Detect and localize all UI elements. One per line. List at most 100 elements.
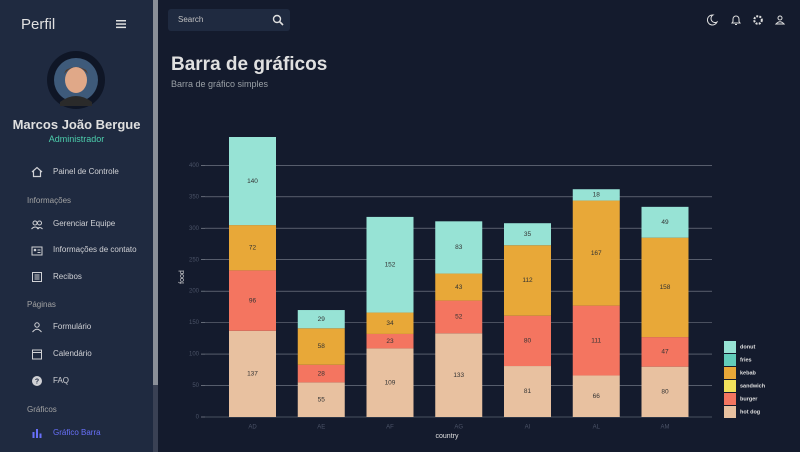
topbar-icons (706, 14, 786, 26)
avatar (47, 51, 105, 109)
page-title: Barra de gráficos (171, 54, 328, 75)
x-tick-label: AM (661, 425, 670, 431)
notifications-icon[interactable] (731, 15, 741, 25)
bar-value-label: 52 (455, 314, 463, 321)
bar-segment (435, 333, 483, 417)
nav-item-active[interactable]: Gráfico Barra (53, 428, 101, 437)
bar-value-label: 55 (318, 396, 326, 403)
bar-value-label: 80 (524, 338, 532, 345)
bar-value-label: 109 (385, 379, 396, 386)
bar-value-label: 43 (455, 284, 463, 291)
y-tick-label: 350 (189, 194, 200, 200)
nav-item[interactable]: Informações de contato (53, 245, 137, 254)
bar-segment (572, 200, 620, 306)
bar-value-label: 34 (386, 320, 394, 327)
bar-segment (435, 300, 483, 334)
bar-value-label: 18 (593, 192, 601, 199)
page-subtitle: Barra de gráfico simples (171, 79, 269, 89)
bar-segment (366, 216, 414, 313)
legend-swatch (724, 354, 736, 366)
user-role: Administrador (48, 134, 105, 144)
bar-segment (229, 137, 276, 226)
bar-value-label: 83 (455, 244, 463, 251)
y-axis-label: food (179, 270, 186, 284)
y-tick-label: 150 (189, 320, 200, 326)
y-tick-label: 250 (189, 257, 200, 263)
search-box[interactable]: Search (168, 9, 290, 31)
theme-icon[interactable] (706, 14, 719, 26)
x-tick-label: AF (386, 425, 394, 431)
chart: country food 0 50 100 150 200 250 300 350 400 AD 1… (179, 137, 766, 440)
bar-value-label: 35 (524, 231, 532, 238)
brand: Perfil (21, 16, 56, 33)
nav-section: Informações (27, 196, 72, 205)
bar-segment (504, 315, 551, 367)
x-tick-label: AG (454, 425, 463, 431)
bar-value-label: 58 (318, 343, 326, 350)
y-tick-label: 200 (189, 289, 200, 295)
y-tick-label: 300 (189, 226, 200, 232)
nav-item[interactable]: Gerenciar Equipe (53, 219, 116, 228)
contacts-icon (31, 246, 43, 256)
nav-section: Gráficos (27, 405, 57, 414)
x-tick-label: AI (525, 425, 531, 431)
x-axis-label: country (436, 433, 459, 440)
bar-segment (435, 221, 483, 274)
search-icon[interactable] (272, 14, 284, 26)
x-tick-label: AD (248, 425, 257, 431)
x-tick-label: AE (317, 425, 325, 431)
legend-label: burger (740, 396, 758, 402)
bar-value-label: 81 (524, 388, 532, 395)
y-tick-label: 100 (189, 352, 200, 358)
bar-segment (297, 310, 345, 329)
nav-item[interactable]: Calendário (53, 349, 92, 358)
bar-segment (504, 366, 551, 417)
x-tick-label: AL (593, 425, 601, 431)
scrollbar-thumb[interactable] (153, 0, 158, 385)
bar-value-label: 72 (249, 244, 257, 251)
home-icon (31, 166, 43, 178)
calendar-icon (32, 349, 42, 360)
nav-item[interactable]: Recibos (53, 272, 82, 281)
bar-segment (297, 328, 345, 365)
bar-segment (366, 312, 414, 334)
legend-label: donut (740, 344, 755, 350)
nav-item[interactable]: Painel de Controle (53, 167, 119, 176)
bar-segment (366, 348, 414, 417)
bar-chart-icon (32, 429, 42, 438)
bar-segment (572, 305, 620, 376)
bar-value-label: 29 (318, 316, 326, 323)
y-tick-label: 400 (189, 163, 200, 169)
nav-item[interactable]: FAQ (53, 376, 70, 385)
menu-icon[interactable] (115, 19, 127, 29)
bar-value-label: 158 (660, 284, 671, 291)
bar-segment (641, 366, 689, 417)
legend-label: kebab (740, 370, 757, 376)
legend-label: fries (740, 357, 752, 363)
settings-icon[interactable] (753, 15, 763, 25)
bar-segment (641, 206, 689, 238)
bar-value-label: 96 (249, 297, 257, 304)
bar-value-label: 137 (247, 371, 258, 378)
bar-value-label: 133 (453, 372, 464, 379)
bar-segment (297, 364, 345, 383)
profile-icon[interactable] (774, 15, 786, 25)
bar-value-label: 49 (661, 219, 669, 226)
bar-value-label: 111 (591, 337, 601, 344)
bar-segment (297, 382, 345, 417)
user-name: Marcos João Bergue (12, 117, 141, 132)
bar-segment (229, 270, 276, 331)
y-tick-label: 50 (192, 383, 199, 389)
legend-swatch (724, 341, 736, 353)
bar-value-label: 23 (386, 338, 394, 345)
nav-section: Páginas (27, 300, 56, 309)
bar-value-label: 28 (318, 370, 326, 377)
nav-item[interactable]: Formulário (53, 322, 92, 331)
legend-swatch (724, 367, 736, 379)
bar-value-label: 66 (593, 393, 601, 400)
bar-value-label: 167 (591, 250, 602, 257)
bar-segment (229, 330, 276, 417)
bar-segment (641, 237, 689, 338)
bar-segment (572, 375, 620, 417)
